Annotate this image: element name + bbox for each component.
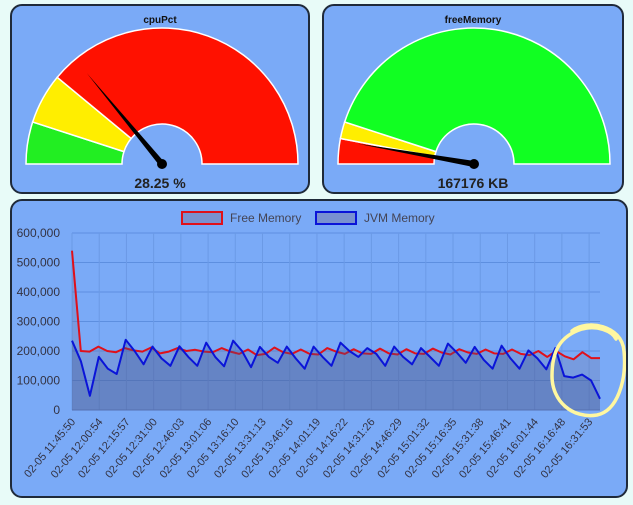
cpu-gauge-panel: cpuPct 28.25 % bbox=[10, 4, 310, 194]
free-memory-gauge bbox=[337, 27, 611, 169]
series-line-1 bbox=[71, 338, 601, 400]
series-area-0 bbox=[72, 250, 600, 410]
gauge-band-2 bbox=[56, 27, 299, 165]
gauge-needle-hub bbox=[157, 159, 167, 169]
y-tick-label: 500,000 bbox=[17, 256, 61, 270]
annotation-circle bbox=[550, 323, 626, 418]
gauge-value: 28.25 % bbox=[134, 175, 186, 191]
y-tick-label: 100,000 bbox=[17, 374, 61, 388]
gauge-band-2 bbox=[343, 27, 611, 165]
legend-swatch[interactable] bbox=[315, 211, 357, 225]
y-tick-label: 300,000 bbox=[17, 315, 61, 329]
y-tick-label: 400,000 bbox=[17, 285, 61, 299]
y-tick-label: 600,000 bbox=[17, 226, 61, 240]
gauge-title: cpuPct bbox=[143, 15, 177, 26]
y-tick-label: 0 bbox=[53, 403, 60, 417]
legend-swatch[interactable] bbox=[181, 211, 223, 225]
y-tick-label: 200,000 bbox=[17, 344, 61, 358]
free-memory-gauge-panel: freeMemory 167176 KB bbox=[322, 4, 624, 194]
memory-chart-panel: 0 100,000 200,000 300,000 400,000 500,000 600,… bbox=[10, 199, 628, 498]
gauge-needle bbox=[86, 73, 165, 166]
gauge-needle bbox=[357, 143, 475, 167]
legend-label[interactable]: JVM Memory bbox=[364, 211, 435, 225]
gauge-value: 167176 KB bbox=[437, 175, 509, 191]
series-line-0 bbox=[71, 250, 600, 361]
cpu-gauge bbox=[25, 27, 299, 169]
memory-line-chart: 0 100,000 200,000 300,000 400,000 500,000 600,… bbox=[17, 211, 626, 481]
series-area-1 bbox=[72, 339, 600, 410]
gauge-title: freeMemory bbox=[444, 15, 502, 26]
gauge-needle-hub bbox=[469, 159, 479, 169]
legend-label[interactable]: Free Memory bbox=[230, 211, 301, 225]
